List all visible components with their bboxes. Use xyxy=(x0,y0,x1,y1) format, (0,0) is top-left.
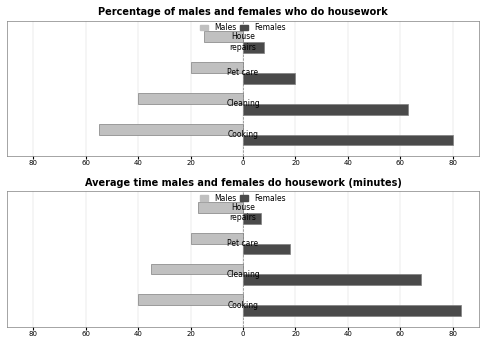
Bar xyxy=(243,104,408,115)
Bar xyxy=(138,93,243,104)
Bar xyxy=(138,294,243,305)
Bar xyxy=(243,73,295,84)
Bar xyxy=(99,124,243,135)
Bar xyxy=(243,275,421,285)
Title: Average time males and females do housework (minutes): Average time males and females do housew… xyxy=(85,178,401,187)
Bar xyxy=(151,264,243,275)
Text: House
repairs: House repairs xyxy=(229,203,257,223)
Bar xyxy=(191,62,243,73)
Bar xyxy=(204,31,243,42)
Text: Pet care: Pet care xyxy=(227,239,259,248)
Legend: Males, Females: Males, Females xyxy=(199,22,287,34)
Text: Pet care: Pet care xyxy=(227,68,259,77)
Bar xyxy=(191,233,243,244)
Text: Cleaning: Cleaning xyxy=(226,270,260,279)
Bar xyxy=(198,202,243,213)
Text: Cooking: Cooking xyxy=(227,301,259,310)
Text: House
repairs: House repairs xyxy=(229,32,257,52)
Title: Percentage of males and females who do housework: Percentage of males and females who do h… xyxy=(98,7,388,17)
Legend: Males, Females: Males, Females xyxy=(199,192,287,204)
Bar xyxy=(243,42,264,53)
Text: Cleaning: Cleaning xyxy=(226,99,260,108)
Bar xyxy=(243,244,290,254)
Bar xyxy=(243,305,461,316)
Bar xyxy=(243,213,261,224)
Bar xyxy=(243,135,453,146)
Text: Cooking: Cooking xyxy=(227,130,259,139)
